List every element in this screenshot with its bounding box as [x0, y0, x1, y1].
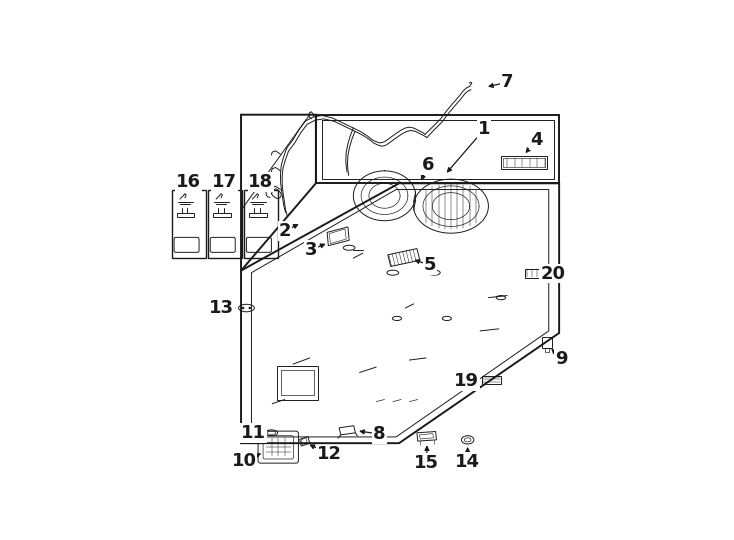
- Ellipse shape: [242, 307, 244, 309]
- Text: 14: 14: [455, 453, 480, 471]
- Text: 10: 10: [231, 451, 256, 470]
- Text: 9: 9: [556, 350, 568, 368]
- Text: 16: 16: [176, 173, 201, 191]
- Text: 19: 19: [454, 372, 479, 390]
- Text: 1: 1: [478, 120, 490, 138]
- Ellipse shape: [249, 307, 251, 309]
- Bar: [244, 190, 278, 258]
- Text: 5: 5: [424, 256, 437, 274]
- Text: 4: 4: [530, 131, 542, 149]
- Text: 6: 6: [422, 157, 435, 174]
- Text: 8: 8: [373, 425, 386, 443]
- Bar: [208, 190, 242, 258]
- Text: 3: 3: [305, 241, 317, 259]
- Text: 20: 20: [540, 265, 565, 282]
- Text: 12: 12: [317, 446, 342, 463]
- Bar: [172, 190, 206, 258]
- Text: 15: 15: [415, 454, 440, 472]
- Text: 2: 2: [278, 222, 291, 240]
- Text: 18: 18: [248, 173, 274, 191]
- Text: 17: 17: [212, 173, 237, 191]
- Text: 13: 13: [209, 299, 234, 317]
- Text: 7: 7: [501, 73, 513, 91]
- Text: 11: 11: [241, 424, 266, 442]
